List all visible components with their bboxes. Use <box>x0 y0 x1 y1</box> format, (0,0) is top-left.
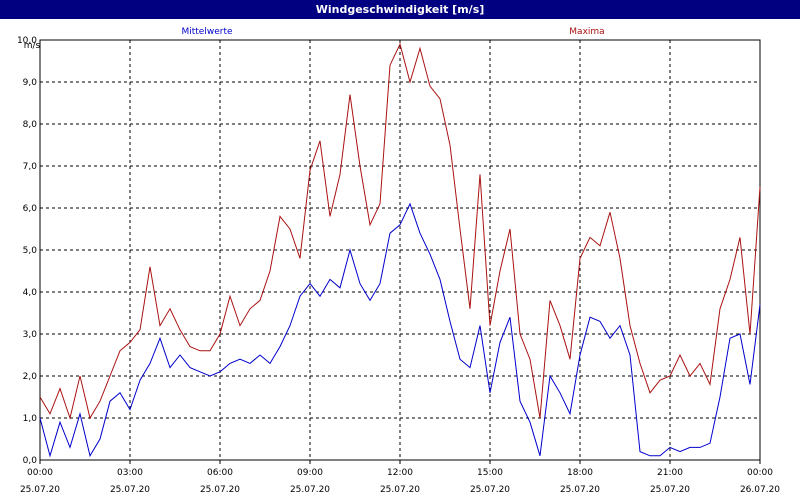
chart-background <box>0 19 800 500</box>
x-tick-date-label: 25.07.20 <box>290 485 330 495</box>
x-tick-date-label: 25.07.20 <box>380 485 420 495</box>
x-tick-date-label: 25.07.20 <box>470 485 510 495</box>
y-tick-label: 1,0 <box>23 414 38 424</box>
x-tick-time-label: 00:00 <box>27 468 53 478</box>
y-tick-label: 0,0 <box>23 456 38 466</box>
x-tick-time-label: 21:00 <box>657 468 683 478</box>
x-tick-date-label: 25.07.20 <box>20 485 60 495</box>
y-tick-label: 8,0 <box>23 120 38 130</box>
x-axis-tick-labels: 00:00 25.07.20 03:00 25.07.20 06:00 25.07.20 0… <box>20 468 780 495</box>
x-tick-time-label: 12:00 <box>387 468 413 478</box>
y-tick-label: 10,0 <box>17 36 37 46</box>
x-tick-time-label: 03:00 <box>117 468 143 478</box>
x-tick-date-label: 25.07.20 <box>200 485 240 495</box>
x-tick-time-label: 18:00 <box>567 468 593 478</box>
y-tick-label: 6,0 <box>23 204 38 214</box>
window-title: Windgeschwindigkeit [m/s] <box>0 0 800 19</box>
x-tick-date-label: 25.07.20 <box>650 485 690 495</box>
series-line-mittelwerte <box>39 202 761 458</box>
legend-maxima: Maxima <box>569 27 604 37</box>
x-tick-time-label: 09:00 <box>297 468 323 478</box>
y-axis-tick-labels: 0,0 1,0 2,0 3,0 4,0 5,0 6,0 7,0 8,0 9,0 10,0 <box>17 36 37 466</box>
legend-mittelwerte: Mittelwerte <box>181 27 232 37</box>
x-tick-date-label: 26.07.20 <box>740 485 780 495</box>
y-tick-label: 7,0 <box>23 162 38 172</box>
y-tick-label: 5,0 <box>23 246 38 256</box>
y-tick-label: 2,0 <box>23 372 38 382</box>
x-tick-time-label: 15:00 <box>477 468 503 478</box>
data-series <box>39 42 761 458</box>
plot-frame <box>39 39 761 461</box>
x-tick-date-label: 25.07.20 <box>110 485 150 495</box>
x-tick-time-label: 06:00 <box>207 468 233 478</box>
y-axis-label: m/s <box>24 41 41 51</box>
series-line-maxima <box>39 42 761 420</box>
x-tick-date-label: 25.07.20 <box>560 485 600 495</box>
y-tick-label: 9,0 <box>23 78 38 88</box>
x-tick-time-label: 00:00 <box>747 468 773 478</box>
y-tick-label: 4,0 <box>23 288 38 298</box>
wind-speed-chart: 0,0 1,0 2,0 3,0 4,0 5,0 6,0 7,0 8,0 9,0 10,0 00:00… <box>0 19 800 500</box>
y-tick-label: 3,0 <box>23 330 38 340</box>
